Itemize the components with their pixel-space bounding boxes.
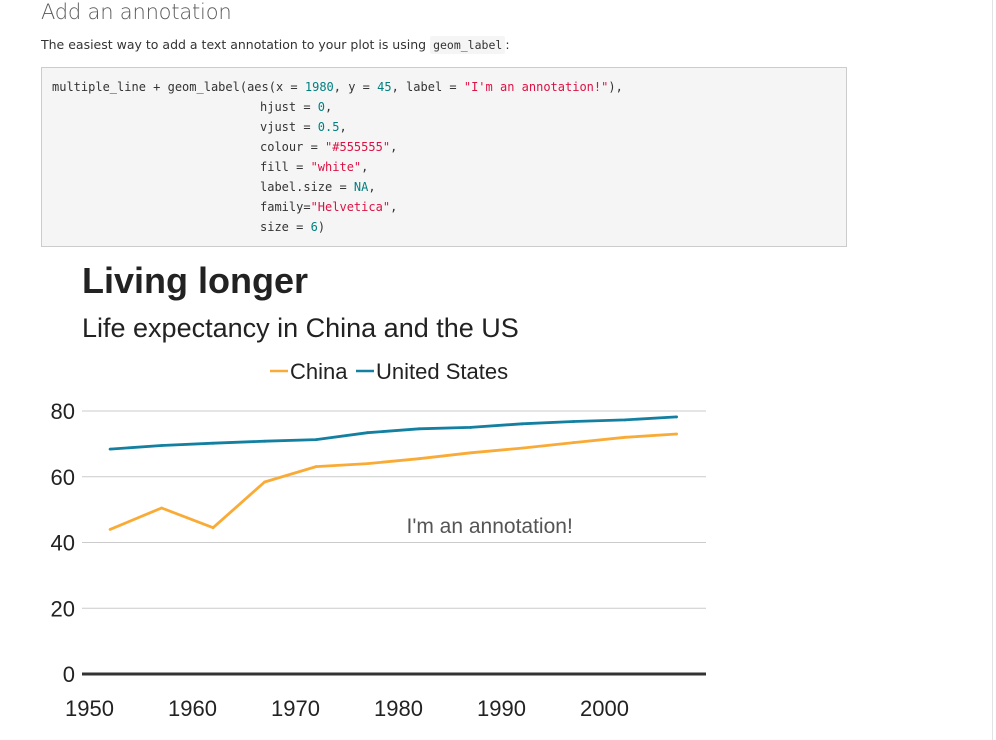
x-tick-label: 1960: [168, 696, 217, 721]
y-tick-label: 0: [63, 662, 75, 687]
y-tick-label: 80: [51, 399, 75, 424]
legend-label-us: United States: [376, 359, 508, 384]
code-token: , label =: [391, 80, 464, 94]
data-point-us: [160, 444, 164, 447]
code-line: label.size = NA,: [260, 177, 376, 197]
scroll-edge-divider: [992, 0, 993, 740]
code-line: family="Helvetica",: [260, 197, 397, 217]
code-token: family=: [260, 200, 311, 214]
code-token: 1980: [304, 80, 334, 94]
code-token: , y =: [333, 80, 378, 94]
code-token: "#555555": [325, 140, 391, 154]
data-point-us: [366, 431, 369, 435]
code-token: ,: [368, 180, 376, 194]
data-point-china: [314, 465, 318, 468]
x-tick-label: 1970: [271, 696, 320, 721]
line-chart: Living longer Life expectancy in China an…: [51, 260, 706, 721]
intro-paragraph: The easiest way to add a text annotation…: [41, 36, 510, 54]
x-tick-label: 1950: [65, 696, 114, 721]
code-block[interactable]: multiple_line + geom_label(aes(x = 1980,…: [41, 67, 847, 247]
series-line-us: [110, 415, 677, 451]
legend-label-china: China: [290, 359, 348, 384]
code-token: size =: [260, 220, 311, 234]
data-point-china: [572, 441, 575, 444]
data-point-us: [211, 441, 215, 445]
data-point-china: [623, 435, 627, 439]
y-tick-label: 20: [51, 596, 75, 621]
chart-title: Living longer: [82, 260, 308, 301]
data-point-china: [417, 457, 421, 461]
code-token: colour =: [260, 140, 326, 154]
series-line-china: [109, 432, 677, 531]
data-point-us: [263, 439, 266, 443]
data-point-china: [211, 526, 215, 530]
code-line: hjust = 0,: [260, 97, 332, 117]
data-point-china: [675, 432, 678, 436]
chart-subtitle: Life expectancy in China and the US: [82, 313, 519, 343]
code-token: ,: [390, 200, 398, 214]
code-token: fill =: [260, 160, 311, 174]
data-point-china: [160, 506, 164, 510]
data-point-us: [623, 418, 627, 422]
data-point-china: [366, 462, 369, 465]
data-point-us: [675, 415, 678, 419]
intro-suffix: :: [505, 37, 510, 52]
code-token: vjust =: [260, 120, 318, 134]
code-token: ): [317, 220, 326, 234]
code-token: 6: [310, 220, 318, 234]
code-token: label.size =: [260, 180, 354, 194]
y-tick-label: 40: [51, 531, 75, 556]
data-point-us: [108, 447, 112, 451]
inline-code-geom-label: geom_label: [430, 36, 506, 54]
code-token: ),: [608, 80, 623, 94]
data-point-china: [263, 480, 266, 484]
code-line: vjust = 0.5,: [260, 117, 347, 137]
code-line: size = 6): [260, 217, 325, 237]
data-point-us: [520, 422, 524, 426]
data-point-china: [469, 451, 472, 455]
data-point-us: [314, 438, 318, 442]
code-token: ,: [339, 120, 347, 134]
data-point-us: [417, 427, 421, 431]
code-line: colour = "#555555",: [260, 137, 397, 157]
code-line: multiple_line + geom_label(aes(x = 1980,…: [52, 77, 623, 97]
code-token: 0: [317, 100, 326, 114]
x-tick-label: 1990: [477, 696, 526, 721]
code-token: ,: [325, 100, 333, 114]
chart-annotation: I'm an annotation!: [407, 515, 573, 538]
intro-text: The easiest way to add a text annotation…: [41, 37, 427, 52]
code-token: "Helvetica": [310, 200, 391, 214]
code-token: NA: [353, 180, 369, 194]
data-point-china: [520, 446, 524, 450]
code-token: hjust =: [260, 100, 318, 114]
code-token: "white": [310, 160, 362, 174]
code-token: 0.5: [317, 120, 340, 134]
x-tick-label: 1980: [374, 696, 423, 721]
code-token: ,: [361, 160, 369, 174]
code-token: 45: [377, 80, 392, 94]
section-heading: Add an annotation: [41, 0, 232, 24]
data-point-us: [572, 420, 575, 423]
code-token: "I'm an annotation!": [463, 80, 609, 94]
x-tick-label: 2000: [580, 696, 629, 721]
code-token: multiple_line + geom_label(aes(x =: [52, 80, 305, 94]
y-tick-label: 60: [51, 465, 75, 490]
code-token: ,: [390, 140, 398, 154]
data-point-us: [469, 426, 472, 429]
code-line: fill = "white",: [260, 157, 368, 177]
data-point-china: [108, 527, 112, 531]
